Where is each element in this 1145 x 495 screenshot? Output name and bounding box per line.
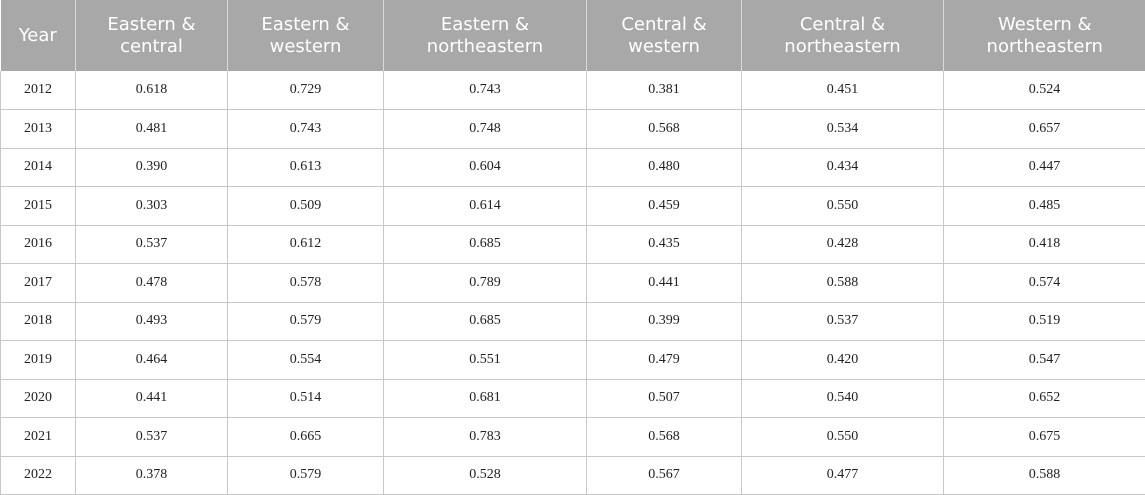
value-cell: 0.524: [944, 71, 1145, 110]
value-cell: 0.418: [944, 225, 1145, 264]
value-cell: 0.783: [384, 418, 587, 457]
value-cell: 0.554: [228, 341, 384, 380]
value-cell: 0.604: [384, 148, 587, 187]
value-cell: 0.528: [384, 456, 587, 495]
value-cell: 0.451: [742, 71, 944, 110]
value-cell: 0.579: [228, 456, 384, 495]
value-cell: 0.551: [384, 341, 587, 380]
value-cell: 0.420: [742, 341, 944, 380]
value-cell: 0.547: [944, 341, 1145, 380]
header-central-northeastern: Central & northeastern: [742, 0, 944, 71]
value-cell: 0.477: [742, 456, 944, 495]
value-cell: 0.540: [742, 379, 944, 418]
year-cell: 2022: [1, 456, 76, 495]
value-cell: 0.509: [228, 187, 384, 226]
value-cell: 0.478: [76, 264, 228, 303]
value-cell: 0.514: [228, 379, 384, 418]
value-cell: 0.434: [742, 148, 944, 187]
year-cell: 2017: [1, 264, 76, 303]
year-cell: 2013: [1, 110, 76, 149]
value-cell: 0.657: [944, 110, 1145, 149]
value-cell: 0.441: [76, 379, 228, 418]
value-cell: 0.612: [228, 225, 384, 264]
value-cell: 0.447: [944, 148, 1145, 187]
value-cell: 0.568: [587, 110, 742, 149]
year-cell: 2019: [1, 341, 76, 380]
value-cell: 0.568: [587, 418, 742, 457]
header-eastern-western: Eastern & western: [228, 0, 384, 71]
value-cell: 0.614: [384, 187, 587, 226]
header-western-northeastern: Western & northeastern: [944, 0, 1145, 71]
value-cell: 0.685: [384, 225, 587, 264]
value-cell: 0.537: [76, 418, 228, 457]
value-cell: 0.675: [944, 418, 1145, 457]
value-cell: 0.567: [587, 456, 742, 495]
value-cell: 0.399: [587, 302, 742, 341]
value-cell: 0.459: [587, 187, 742, 226]
header-eastern-northeastern: Eastern & northeastern: [384, 0, 587, 71]
value-cell: 0.435: [587, 225, 742, 264]
year-cell: 2015: [1, 187, 76, 226]
value-cell: 0.378: [76, 456, 228, 495]
value-cell: 0.550: [742, 187, 944, 226]
value-cell: 0.748: [384, 110, 587, 149]
value-cell: 0.493: [76, 302, 228, 341]
value-cell: 0.428: [742, 225, 944, 264]
value-cell: 0.613: [228, 148, 384, 187]
value-cell: 0.743: [384, 71, 587, 110]
header-year: Year: [1, 0, 76, 71]
value-cell: 0.303: [76, 187, 228, 226]
value-cell: 0.479: [587, 341, 742, 380]
header-eastern-central: Eastern & central: [76, 0, 228, 71]
value-cell: 0.789: [384, 264, 587, 303]
year-cell: 2021: [1, 418, 76, 457]
value-cell: 0.550: [742, 418, 944, 457]
value-cell: 0.574: [944, 264, 1145, 303]
value-cell: 0.681: [384, 379, 587, 418]
value-cell: 0.534: [742, 110, 944, 149]
value-cell: 0.381: [587, 71, 742, 110]
year-cell: 2020: [1, 379, 76, 418]
value-cell: 0.618: [76, 71, 228, 110]
value-cell: 0.464: [76, 341, 228, 380]
value-cell: 0.588: [944, 456, 1145, 495]
value-cell: 0.578: [228, 264, 384, 303]
value-cell: 0.441: [587, 264, 742, 303]
year-cell: 2014: [1, 148, 76, 187]
value-cell: 0.685: [384, 302, 587, 341]
value-cell: 0.390: [76, 148, 228, 187]
value-cell: 0.729: [228, 71, 384, 110]
value-cell: 0.665: [228, 418, 384, 457]
value-cell: 0.485: [944, 187, 1145, 226]
value-cell: 0.652: [944, 379, 1145, 418]
value-cell: 0.519: [944, 302, 1145, 341]
header-row: Year Eastern & central Eastern & western…: [1, 0, 1145, 71]
value-cell: 0.537: [742, 302, 944, 341]
header-central-western: Central & western: [587, 0, 742, 71]
value-cell: 0.507: [587, 379, 742, 418]
value-cell: 0.743: [228, 110, 384, 149]
value-cell: 0.588: [742, 264, 944, 303]
value-cell: 0.480: [587, 148, 742, 187]
year-cell: 2018: [1, 302, 76, 341]
year-cell: 2012: [1, 71, 76, 110]
value-cell: 0.537: [76, 225, 228, 264]
value-cell: 0.481: [76, 110, 228, 149]
table-header: Year Eastern & central Eastern & western…: [1, 0, 1145, 71]
year-cell: 2016: [1, 225, 76, 264]
value-cell: 0.579: [228, 302, 384, 341]
